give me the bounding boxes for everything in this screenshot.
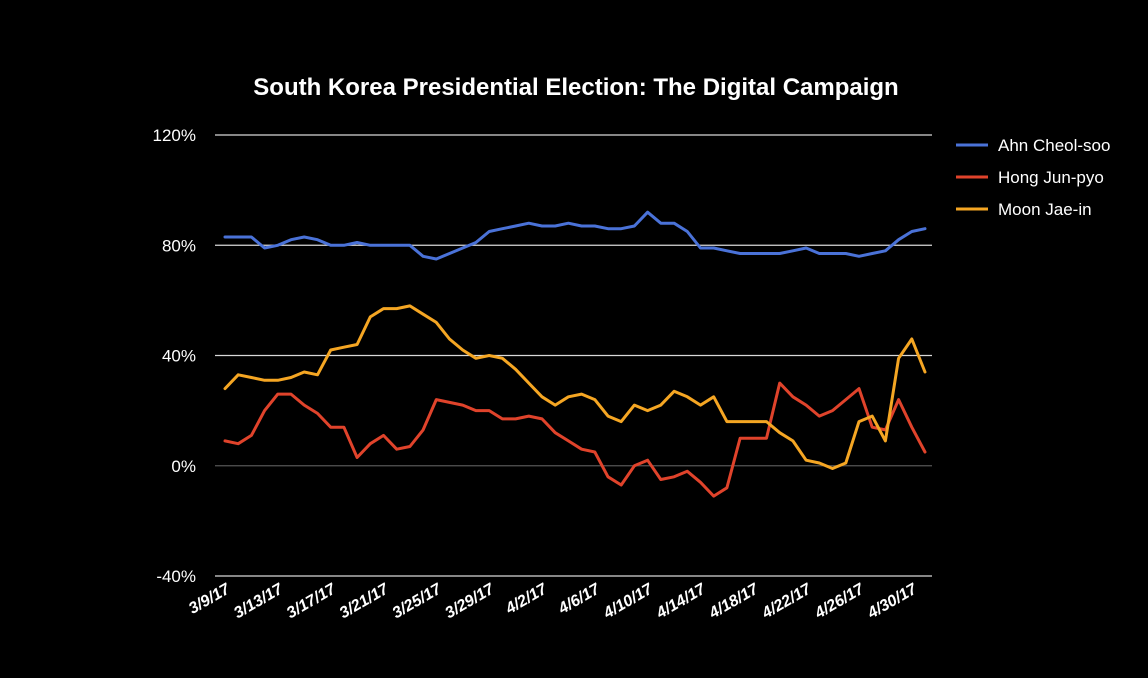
series-line-moon-jae-in	[223, 304, 927, 470]
legend-label-ahn-cheol-soo: Ahn Cheol-soo	[998, 136, 1110, 155]
y-tick-label: 40%	[162, 347, 196, 366]
series-line-hong-jun-pyo	[223, 381, 927, 498]
legend-label-moon-jae-in: Moon Jae-in	[998, 200, 1092, 219]
legend: Ahn Cheol-soo Hong Jun-pyo Moon Jae-in	[956, 136, 1110, 219]
x-tick-label: 3/21/17	[337, 580, 393, 622]
chart-title: South Korea Presidential Election: The D…	[253, 74, 898, 101]
series-line-ahn-cheol-soo	[223, 210, 927, 261]
y-tick-label: 120%	[153, 126, 196, 145]
x-tick-label: 4/14/17	[653, 580, 710, 622]
grid	[215, 134, 932, 577]
x-tick-label: 3/29/17	[442, 580, 498, 622]
x-tick-label: 4/30/17	[864, 580, 921, 622]
y-axis-ticks: -40% 0% 40% 80% 120%	[153, 126, 196, 586]
x-tick-label: 4/22/17	[759, 580, 816, 622]
series-lines	[223, 210, 927, 498]
x-tick-label: 3/17/17	[284, 580, 340, 622]
x-axis-ticks: 3/9/173/13/173/17/173/21/173/25/173/29/1…	[186, 580, 921, 622]
x-tick-label: 4/26/17	[811, 580, 868, 622]
y-tick-label: -40%	[156, 567, 196, 586]
x-tick-label: 4/18/17	[706, 580, 763, 622]
x-tick-label: 4/10/17	[600, 580, 657, 622]
x-tick-label: 3/13/17	[231, 580, 287, 622]
x-tick-label: 4/6/17	[555, 580, 604, 618]
legend-label-hong-jun-pyo: Hong Jun-pyo	[998, 168, 1104, 187]
x-tick-label: 3/25/17	[390, 580, 446, 622]
x-tick-label: 4/2/17	[502, 580, 551, 618]
y-tick-label: 0%	[171, 457, 196, 476]
y-tick-label: 80%	[162, 236, 196, 255]
